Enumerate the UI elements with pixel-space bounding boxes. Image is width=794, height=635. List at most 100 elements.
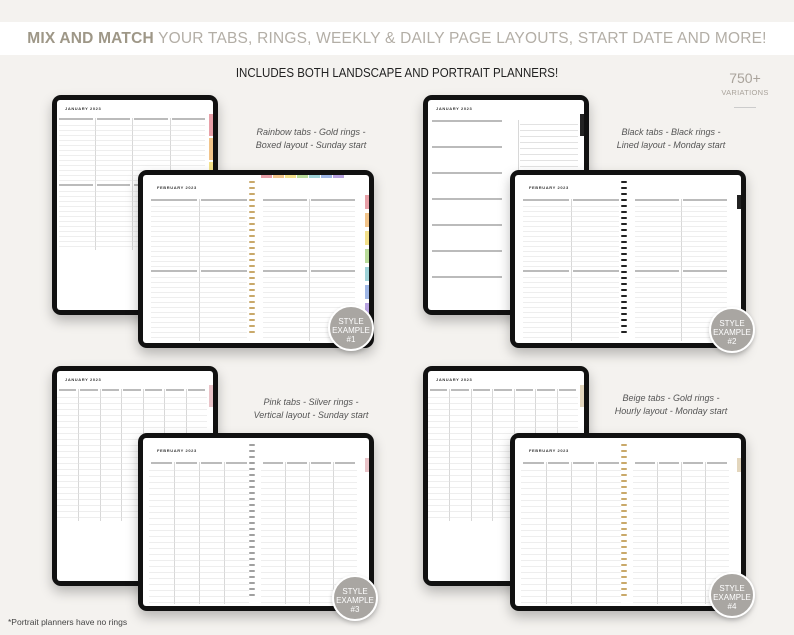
ruled-line — [57, 445, 207, 446]
binder-ring — [621, 235, 627, 237]
binder-ring — [621, 295, 627, 297]
ruled-line — [521, 506, 621, 507]
ruled-line — [523, 287, 619, 288]
ruled-line — [59, 130, 205, 131]
ruled-line — [521, 488, 621, 489]
caption-line-2: Boxed layout - Sunday start — [255, 140, 367, 150]
day-header — [635, 199, 679, 201]
column-divider — [333, 462, 334, 604]
ruled-line — [59, 125, 205, 126]
ruled-line — [261, 488, 357, 489]
column-divider — [99, 389, 101, 521]
ruled-line — [635, 241, 727, 242]
ruled-line — [520, 148, 578, 149]
ruled-line — [57, 475, 207, 476]
ruled-line — [59, 246, 205, 247]
ruled-line — [57, 469, 207, 470]
ruled-line — [523, 322, 619, 323]
day-header — [432, 146, 502, 148]
caption-line-2: Lined layout - Monday start — [616, 140, 726, 150]
ruled-line — [523, 327, 619, 328]
ruled-line — [428, 451, 578, 452]
ruled-line — [59, 165, 205, 166]
ruled-line — [523, 312, 619, 313]
binder-ring — [249, 528, 255, 530]
ruled-line — [59, 170, 205, 171]
header-rest: YOUR TABS, RINGS, WEEKLY & DAILY PAGE LA… — [153, 30, 767, 47]
binder-ring — [621, 528, 627, 530]
ruled-line — [149, 578, 249, 579]
binder-ring — [249, 193, 255, 195]
ruled-line — [428, 421, 578, 422]
ruled-line — [523, 251, 619, 252]
ruled-line — [149, 488, 249, 489]
top-tab — [321, 175, 332, 178]
style-caption: Beige tabs - Gold rings - Hourly layout -… — [596, 392, 746, 418]
ruled-line — [523, 302, 619, 303]
ruled-line — [521, 482, 621, 483]
column-divider — [596, 462, 597, 604]
ruled-line — [149, 536, 249, 537]
ruled-line — [151, 317, 247, 318]
day-header — [635, 270, 679, 272]
ruled-line — [151, 332, 247, 333]
binder-ring — [621, 307, 627, 309]
ruled-line — [261, 548, 357, 549]
binder-ring — [249, 253, 255, 255]
ruled-line — [521, 566, 621, 567]
column-divider — [78, 389, 80, 521]
top-tab — [297, 175, 308, 178]
divider — [734, 107, 756, 108]
day-header — [311, 199, 355, 201]
ruled-line — [428, 403, 578, 404]
ruled-line — [428, 457, 578, 458]
ruled-line — [523, 216, 619, 217]
ruled-line — [635, 246, 727, 247]
landscape-tablet: FEBRUARY 2023 — [138, 433, 374, 611]
ruled-line — [59, 216, 205, 217]
side-tab — [365, 267, 369, 281]
day-header — [134, 118, 168, 120]
ruled-line — [261, 602, 357, 603]
binder-ring — [621, 504, 627, 506]
ruled-line — [59, 150, 205, 151]
side-tab — [365, 285, 369, 299]
ruled-line — [149, 542, 249, 543]
column-divider — [546, 462, 547, 604]
ruled-line — [635, 317, 727, 318]
right-page — [261, 438, 357, 604]
day-header — [201, 462, 222, 464]
day-header — [558, 389, 576, 391]
ruled-line — [149, 596, 249, 597]
binder-ring — [249, 582, 255, 584]
binder-ring — [621, 588, 627, 590]
binder-ring — [621, 205, 627, 207]
day-header — [187, 389, 205, 391]
ruled-line — [633, 584, 729, 585]
ruled-line — [520, 154, 578, 155]
day-header — [123, 389, 141, 391]
ruled-line — [57, 517, 207, 518]
ruled-line — [261, 476, 357, 477]
ruled-line — [428, 427, 578, 428]
ruled-line — [149, 470, 249, 471]
ruled-line — [261, 572, 357, 573]
binder-ring — [249, 181, 255, 183]
ruled-line — [635, 332, 727, 333]
ruled-line — [151, 246, 247, 247]
side-tab — [365, 195, 369, 209]
badge-text: STYLE — [338, 317, 364, 326]
ruled-line — [149, 500, 249, 501]
ruled-line — [59, 211, 205, 212]
ruled-line — [633, 578, 729, 579]
ruled-line — [523, 256, 619, 257]
ruled-line — [521, 590, 621, 591]
ruled-line — [633, 494, 729, 495]
day-header — [201, 199, 247, 201]
day-header — [335, 462, 355, 464]
top-tab — [285, 175, 296, 178]
day-header — [59, 389, 77, 391]
column-divider — [309, 462, 310, 604]
ruled-line — [261, 524, 357, 525]
binder-ring — [249, 552, 255, 554]
